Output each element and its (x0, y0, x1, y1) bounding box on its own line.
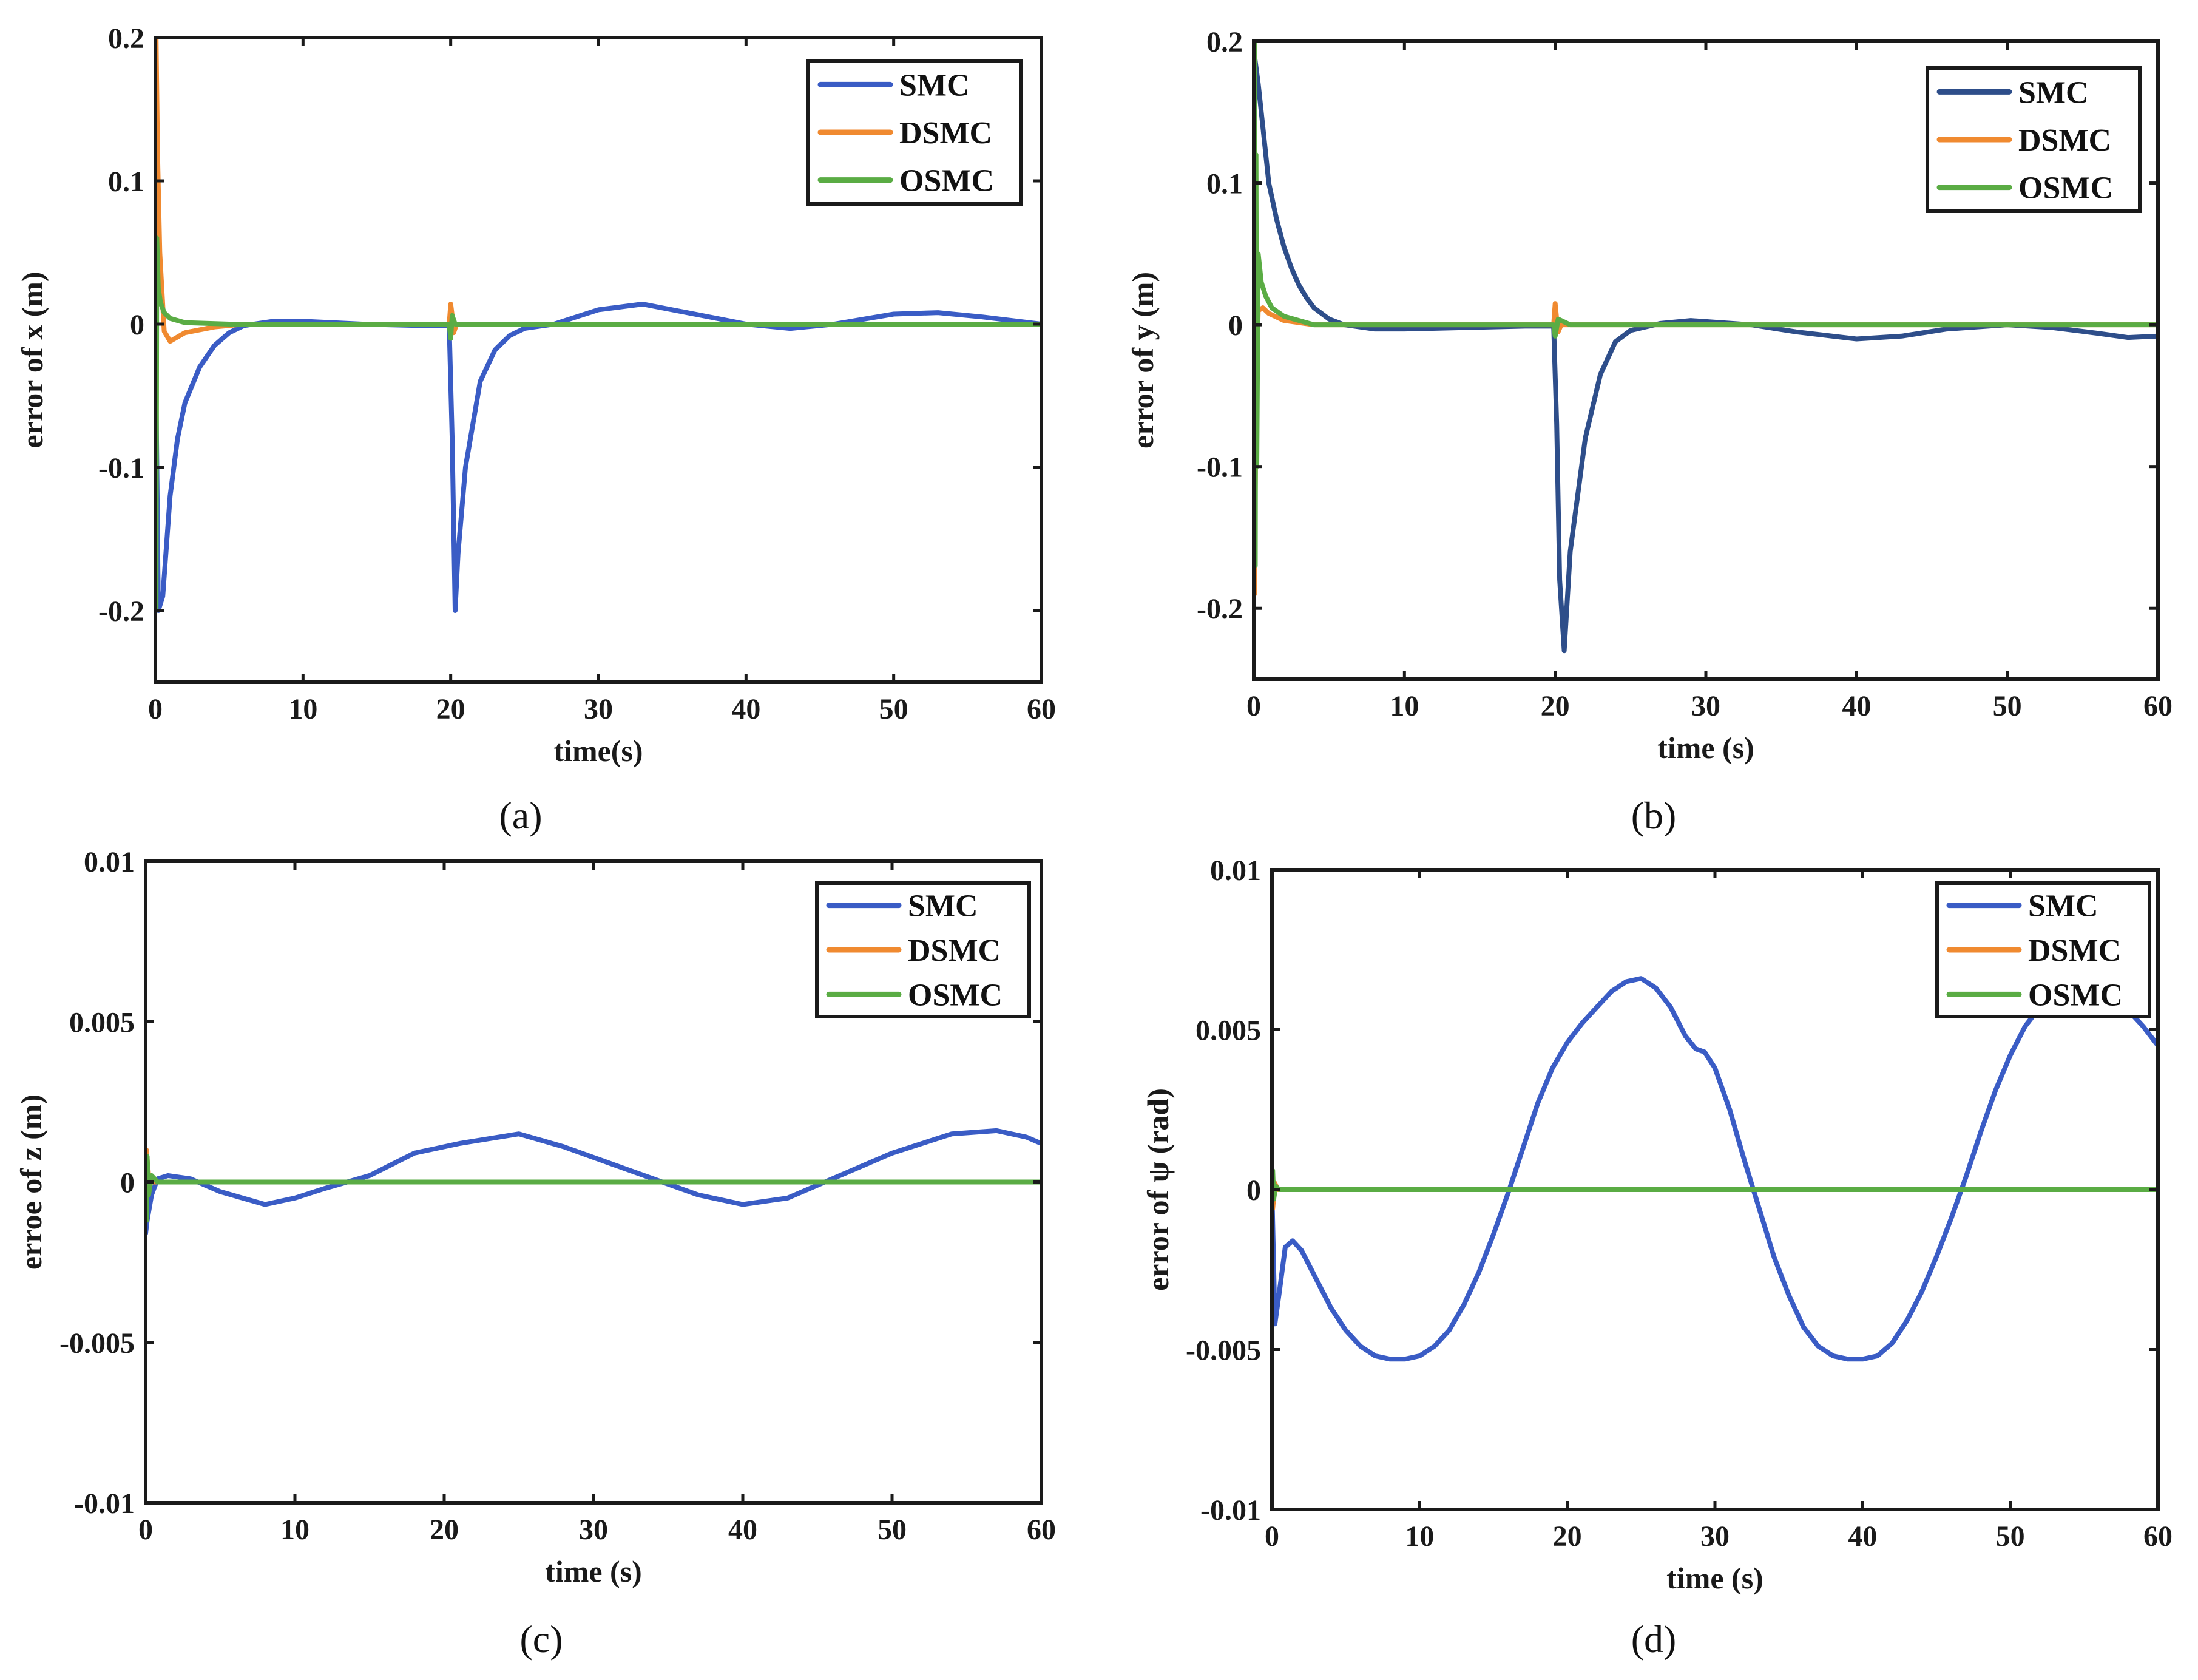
y-tick-label: 0 (130, 309, 144, 341)
x-tick-label: 40 (1842, 690, 1871, 722)
x-tick-label: 20 (430, 1514, 459, 1546)
x-tick-label: 10 (280, 1514, 309, 1546)
x-tick-label: 50 (878, 1514, 907, 1546)
y-tick-label: 0 (120, 1167, 135, 1199)
series-line-osmc (1254, 41, 2158, 569)
x-tick-label: 20 (1541, 690, 1570, 722)
legend-label-osmc: OSMC (2028, 978, 2123, 1012)
legend: SMC DSMC OSMC (806, 59, 1023, 206)
x-tick-label: 30 (1700, 1520, 1730, 1553)
y-tick-label: -0.2 (98, 595, 144, 628)
y-axis-label: error of ψ (rad) (1141, 1088, 1175, 1291)
chart-root: 0 10 20 30 40 50 60 -0.2 -0.1 0 0.1 0.2 time(s) error… (14, 22, 2173, 1661)
y-tick-label: 0 (1228, 310, 1243, 342)
x-axis-label: time (s) (545, 1554, 642, 1588)
legend: SMC DSMC OSMC (1935, 881, 2151, 1018)
panel-b: 0 10 20 30 40 50 60 -0.2 -0.1 0 0.1 0.2 time (s) erro… (1126, 26, 2173, 837)
y-tick-label: -0.2 (1197, 593, 1243, 625)
y-axis-label: error of x (m) (15, 271, 49, 448)
x-tick-label: 60 (2143, 1520, 2173, 1553)
panel-d: 0 10 20 30 40 50 60 -0.01 -0.005 0 0.005 0.01 time (… (1141, 855, 2173, 1661)
panel-caption: (c) (519, 1617, 563, 1661)
y-tick-label: -0.005 (59, 1327, 135, 1360)
x-tick-label: 60 (1027, 1514, 1056, 1546)
x-tick-label: 40 (728, 1514, 757, 1546)
y-tick-label: 0 (1246, 1174, 1261, 1207)
x-tick-label: 10 (1390, 690, 1419, 722)
x-tick-label: 60 (1027, 693, 1056, 725)
legend-label-dsmc: DSMC (908, 933, 1001, 968)
y-tick-label: 0.2 (1206, 26, 1243, 58)
y-tick-label: 0.2 (108, 22, 144, 55)
series-line-osmc (155, 235, 1041, 613)
x-axis-label: time (s) (1657, 731, 1754, 765)
y-tick-label: 0.01 (1210, 855, 1261, 887)
y-tick-label: 0.005 (1195, 1015, 1261, 1047)
x-tick-label: 50 (879, 693, 908, 725)
legend-label-dsmc: DSMC (2028, 933, 2121, 968)
x-tick-label: 0 (148, 693, 163, 725)
x-tick-label: 40 (731, 693, 760, 725)
y-tick-label: 0.01 (84, 846, 135, 878)
legend-label-osmc: OSMC (908, 978, 1003, 1012)
legend-label-dsmc: DSMC (2018, 123, 2111, 158)
series-line-smc (1254, 53, 2158, 654)
x-tick-label: 30 (1691, 690, 1720, 722)
x-tick-label: 30 (584, 693, 613, 725)
x-tick-label: 10 (1405, 1520, 1434, 1553)
series-line-smc (1272, 976, 2158, 1362)
series-line-smc (146, 1128, 1041, 1236)
y-tick-label: -0.005 (1186, 1335, 1261, 1367)
y-tick-label: -0.01 (1200, 1494, 1261, 1526)
panel-caption: (b) (1631, 794, 1677, 837)
panel-c: 0 10 20 30 40 50 60 -0.01 -0.005 0 0.005 0.01 time (… (14, 846, 1056, 1661)
panel-caption: (d) (1631, 1617, 1677, 1661)
y-tick-label: 0.1 (108, 166, 144, 198)
x-tick-label: 50 (1993, 690, 2022, 722)
y-axis-label: erroe of z (m) (14, 1094, 48, 1270)
legend: SMC DSMC OSMC (815, 881, 1031, 1018)
x-tick-label: 0 (1265, 1520, 1279, 1553)
x-tick-label: 60 (2143, 690, 2173, 722)
legend: SMC DSMC OSMC (1926, 66, 2142, 213)
legend-label-osmc: OSMC (899, 164, 994, 198)
x-tick-label: 30 (579, 1514, 608, 1546)
legend-label-smc: SMC (2018, 75, 2089, 110)
legend-label-smc: SMC (2028, 889, 2098, 924)
x-tick-label: 50 (1996, 1520, 2025, 1553)
x-axis-label: time (s) (1666, 1561, 1763, 1595)
x-tick-label: 40 (1848, 1520, 1877, 1553)
panel-a: 0 10 20 30 40 50 60 -0.2 -0.1 0 0.1 0.2 time(s) error… (15, 22, 1056, 837)
legend-label-smc: SMC (899, 68, 970, 103)
x-tick-label: 20 (436, 693, 465, 725)
y-tick-label: -0.01 (74, 1488, 135, 1520)
x-tick-label: 0 (138, 1514, 153, 1546)
y-tick-label: 0.005 (69, 1006, 135, 1038)
x-tick-label: 20 (1553, 1520, 1582, 1553)
y-axis-label: error of y (m) (1126, 272, 1160, 449)
x-tick-label: 10 (288, 693, 317, 725)
legend-label-dsmc: DSMC (899, 116, 992, 151)
y-tick-label: -0.1 (1197, 452, 1243, 484)
y-tick-label: -0.1 (98, 452, 144, 484)
legend-label-smc: SMC (908, 889, 978, 924)
x-axis-label: time(s) (553, 734, 643, 768)
y-tick-label: 0.1 (1206, 168, 1243, 200)
panel-caption: (a) (499, 794, 542, 837)
legend-label-osmc: OSMC (2018, 171, 2113, 206)
x-tick-label: 0 (1246, 690, 1261, 722)
